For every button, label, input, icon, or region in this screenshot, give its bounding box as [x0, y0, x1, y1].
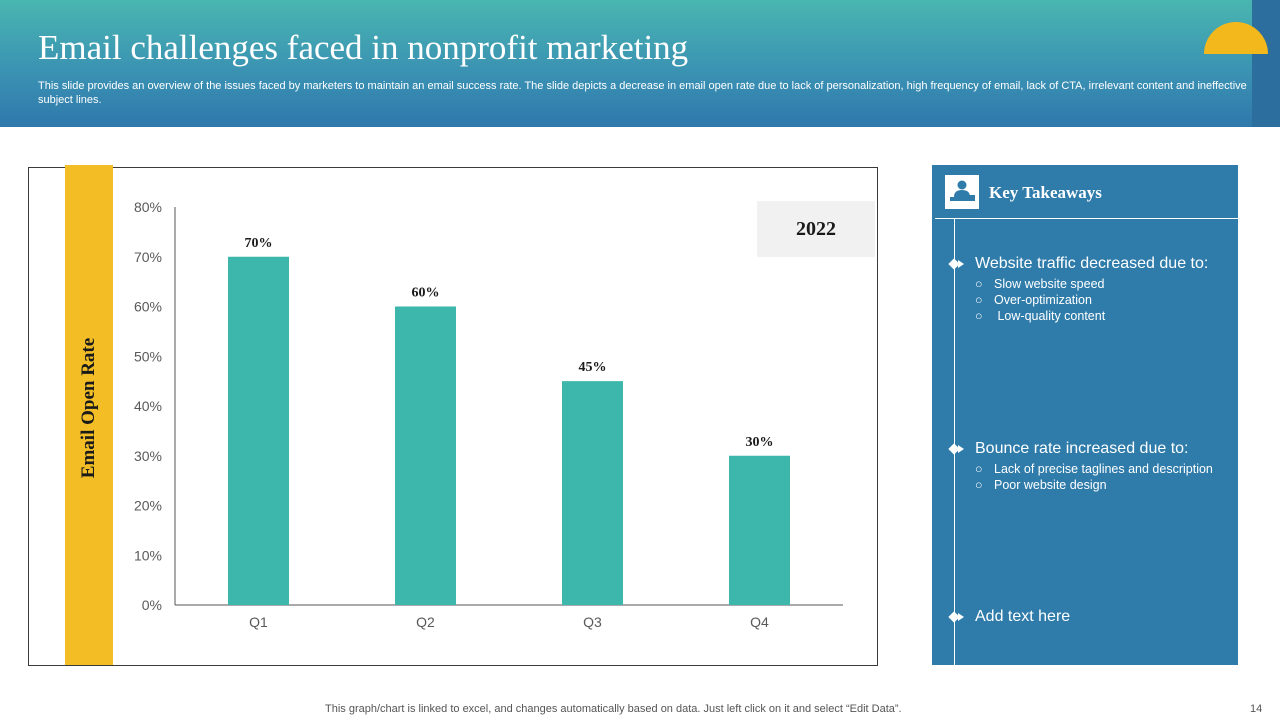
takeaways-divider [935, 218, 1238, 219]
y-tick-label: 10% [134, 547, 162, 563]
bar-q4[interactable] [729, 455, 790, 605]
timeline-arrow-icon [958, 260, 964, 268]
x-tick-label: Q1 [249, 614, 268, 630]
takeaway-bullet: ○ Lack of precise taglines and descriptio… [975, 462, 1213, 476]
key-takeaways-title: Key Takeaways [989, 183, 1102, 202]
slide-subtitle: This slide provides an overview of the i… [38, 80, 1247, 106]
data-label: 45% [579, 360, 607, 375]
takeaway-heading-1: Website traffic decreased due to: [975, 255, 1209, 272]
bar-q2[interactable] [395, 306, 456, 606]
key-takeaways-panel [932, 165, 1238, 665]
header-side-strip [1252, 0, 1280, 127]
data-label: 70% [245, 236, 273, 251]
y-axis-title-band [65, 165, 113, 665]
y-tick-label: 40% [134, 398, 162, 414]
y-tick-label: 0% [142, 597, 162, 613]
takeaway-heading-3: Add text here [975, 608, 1071, 625]
takeaways-timeline [954, 219, 955, 665]
bar-q1[interactable] [228, 256, 289, 605]
header-banner [0, 0, 1252, 127]
presenter-icon [945, 175, 979, 209]
y-tick-label: 70% [134, 249, 162, 265]
takeaway-bullet: ○ Poor website design [975, 478, 1107, 492]
takeaway-bullet: ○ Over-optimization [975, 293, 1092, 307]
data-label: 60% [412, 286, 440, 301]
x-tick-label: Q4 [750, 614, 769, 630]
y-tick-label: 60% [134, 299, 162, 315]
data-label: 30% [746, 435, 774, 450]
x-tick-label: Q2 [416, 614, 435, 630]
timeline-arrow-icon [958, 445, 964, 453]
y-tick-label: 80% [134, 199, 162, 215]
x-tick-label: Q3 [583, 614, 602, 630]
year-label: 2022 [757, 201, 875, 257]
footer-note: This graph/chart is linked to excel, and… [325, 703, 902, 715]
takeaway-bullet: ○ Low-quality content [975, 309, 1106, 323]
timeline-arrow-icon [958, 613, 964, 621]
bar-q3[interactable] [562, 381, 623, 605]
page-number: 14 [1250, 703, 1263, 715]
y-tick-label: 30% [134, 448, 162, 464]
y-tick-label: 20% [134, 498, 162, 514]
takeaway-heading-2: Bounce rate increased due to: [975, 440, 1189, 457]
takeaway-bullet: ○ Slow website speed [975, 277, 1105, 291]
slide-title: Email challenges faced in nonprofit mark… [38, 28, 689, 67]
y-tick-label: 50% [134, 348, 162, 364]
